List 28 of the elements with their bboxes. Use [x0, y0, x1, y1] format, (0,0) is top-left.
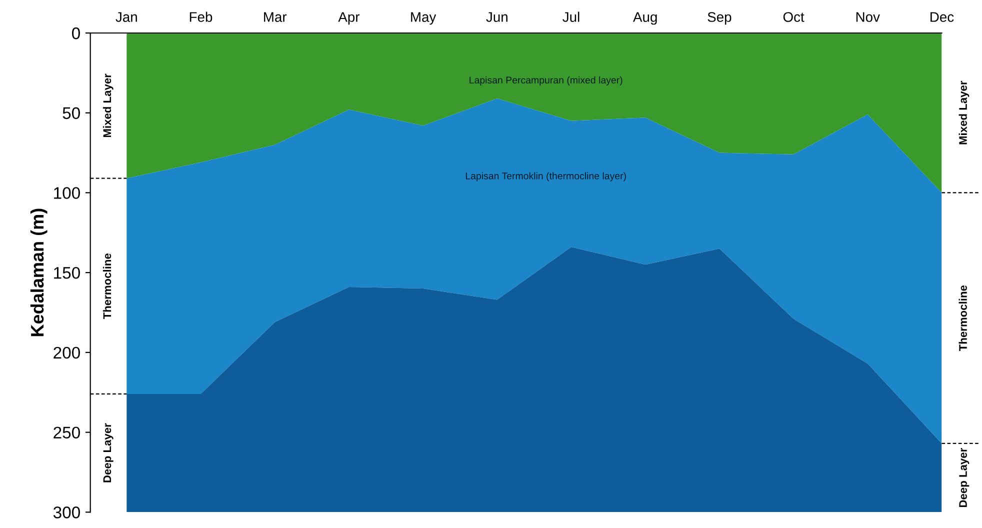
text: Thermocline: [102, 254, 112, 320]
x-tick-label: Jan: [116, 12, 137, 22]
x-tick-label: Jun: [486, 12, 508, 22]
y-tick-label: 250: [54, 426, 80, 439]
x-tick-label: Dec: [930, 12, 954, 22]
y-tick-label: 300: [53, 506, 80, 518]
text: Deep Layer: [959, 448, 970, 508]
y-tick-label: 200: [54, 346, 80, 359]
x-tick-label: Apr: [338, 12, 360, 25]
y-tick-label: 0: [72, 27, 80, 40]
y-tick-label: 100: [54, 187, 80, 199]
x-tick-label: May: [411, 12, 436, 25]
text: Deep Layer: [103, 423, 114, 482]
text: Mixed Layer: [102, 74, 114, 138]
y-axis-title: Kedalaman (m): [30, 208, 48, 336]
x-tick-label: Feb: [190, 12, 212, 22]
x-tick-label: Jul: [562, 12, 580, 22]
text: Mixed Layer: [958, 80, 970, 144]
x-tick-label: Nov: [856, 12, 880, 22]
x-tick-label: Oct: [783, 12, 804, 22]
x-tick-label: Sep: [708, 12, 732, 25]
x-tick-label: Mar: [264, 12, 287, 22]
y-tick-label: 50: [62, 107, 80, 120]
text: Thermocline: [958, 285, 967, 352]
x-tick-label: Aug: [633, 12, 657, 25]
y-tick-label: 150: [54, 266, 80, 279]
annotation: Lapisan Percampuran (mixed layer): [470, 76, 622, 86]
annotation: Lapisan Termoklin (thermocline layer): [466, 172, 626, 182]
